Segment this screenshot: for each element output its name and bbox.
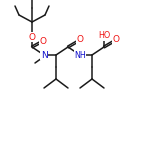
Text: O: O xyxy=(28,33,36,42)
Text: O: O xyxy=(76,36,84,45)
Text: N: N xyxy=(41,51,47,60)
Text: HO: HO xyxy=(98,32,110,40)
Text: O: O xyxy=(112,36,120,45)
Text: O: O xyxy=(39,36,46,45)
Text: NH: NH xyxy=(74,51,86,60)
